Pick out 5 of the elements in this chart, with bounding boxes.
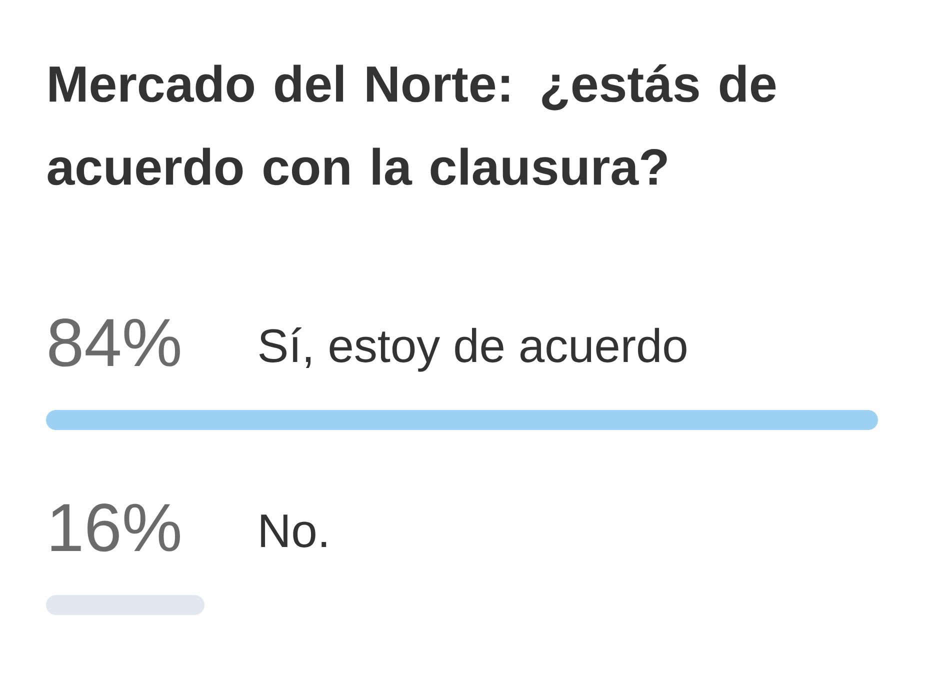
data-label: 84%	[49, 318, 180, 367]
y-tick-label: Sí, estoy de acuerdo	[259, 327, 686, 372]
data-label: 16%	[51, 504, 180, 552]
y-tick-label: No.	[261, 514, 326, 548]
chart-title: Mercado del Norte: ¿estás de acuerdo con la clausura?	[48, 64, 776, 186]
